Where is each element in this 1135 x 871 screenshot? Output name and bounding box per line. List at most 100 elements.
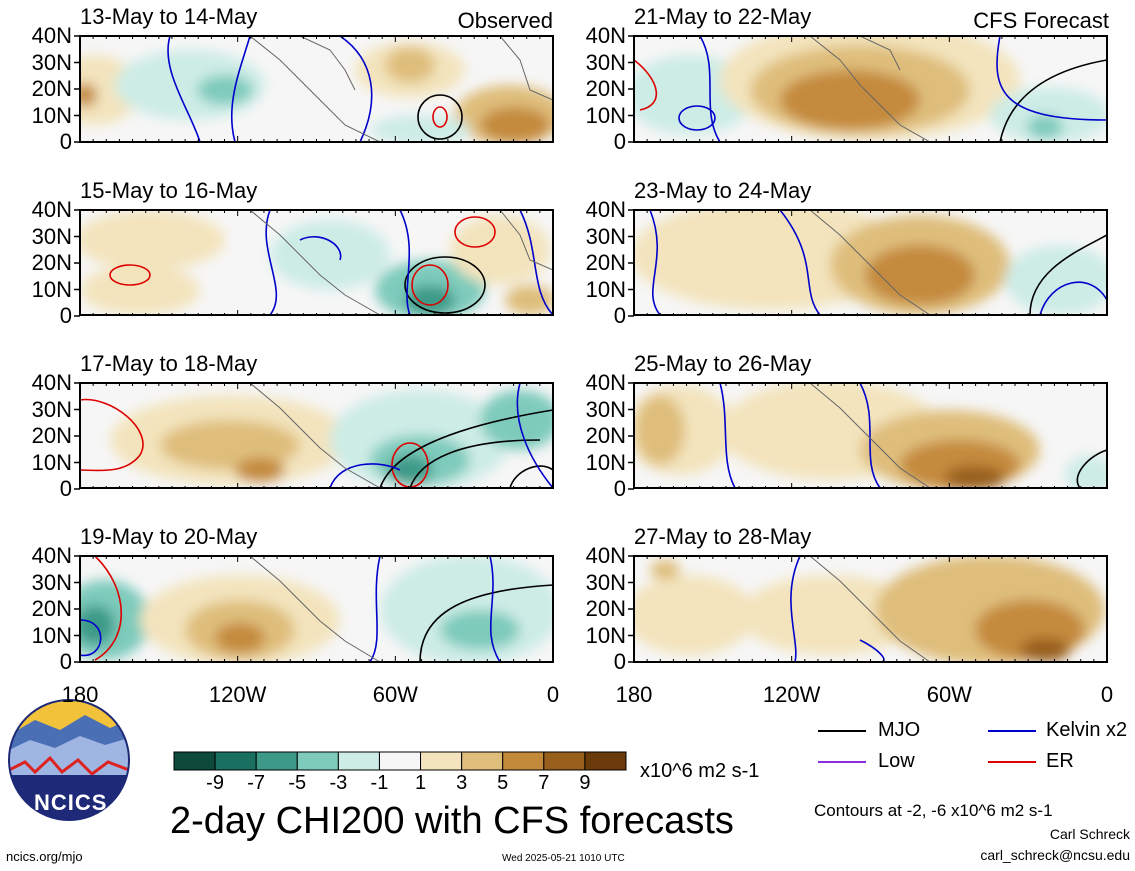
map-panel-1	[79, 35, 554, 143]
lat-label: 10N	[585, 276, 626, 302]
legend-lines	[818, 730, 1036, 763]
legend-label-low: Low	[878, 750, 915, 772]
panel-title-1: 13-May to 14-May	[80, 4, 258, 29]
map-panel-7	[79, 555, 554, 663]
lat-label: 30N	[585, 396, 626, 422]
contour-note: Contours at -2, -6 x10^6 m2 s-1	[814, 801, 1053, 820]
lat-label: 30N	[31, 49, 72, 75]
lat-label: 40N	[585, 197, 626, 222]
lat-label: 30N	[31, 569, 72, 595]
lat-label: 20N	[31, 250, 72, 275]
lat-label: 0	[59, 649, 72, 674]
website-link: ncics.org/mjo	[6, 849, 83, 864]
lon-label: 180	[615, 682, 653, 707]
lon-label: 60W	[926, 682, 972, 707]
colorbar-swatch	[584, 751, 627, 771]
figure-title: 2-day CHI200 with CFS forecasts	[170, 800, 734, 842]
panel-title-4: 23-May to 24-May	[634, 178, 812, 203]
lat-label: 10N	[31, 449, 72, 475]
colorbar-label: 3	[456, 772, 468, 794]
lat-label: 20N	[31, 76, 72, 101]
colorbar-swatch	[420, 751, 463, 771]
logo-text: NCICS	[34, 790, 108, 815]
lat-label: 0	[59, 129, 72, 154]
lat-label: 40N	[585, 370, 626, 395]
panel-title-6: 25-May to 26-May	[634, 351, 812, 376]
lat-label: 10N	[585, 449, 626, 475]
lat-label: 40N	[585, 543, 626, 568]
lat-label: 20N	[31, 596, 72, 621]
map-panel-8	[633, 555, 1108, 663]
colorbar-label: 5	[497, 772, 509, 794]
lat-label: 20N	[31, 423, 72, 448]
panel-label-forecast: CFS Forecast	[973, 8, 1109, 33]
lat-label: 40N	[585, 23, 626, 48]
colorbar-label: 7	[538, 772, 550, 794]
axis-ticks	[74, 35, 1108, 663]
colorbar-label: -5	[288, 772, 307, 794]
legend-label-kelvin: Kelvin x2	[1046, 719, 1128, 741]
map-panel-3	[79, 209, 554, 316]
colorbar-swatch	[296, 751, 339, 771]
map-panel-2	[633, 35, 1108, 143]
lat-label: 20N	[585, 250, 626, 275]
lat-label: 0	[59, 303, 72, 328]
lat-label: 10N	[31, 102, 72, 128]
legend-label-er: ER	[1046, 750, 1074, 772]
panel-label-observed: Observed	[457, 8, 553, 33]
panel-title-2: 21-May to 22-May	[634, 4, 812, 29]
lat-label: 40N	[31, 370, 72, 395]
lon-label: 120W	[762, 682, 821, 707]
colorbar-swatch	[214, 751, 257, 771]
lon-label: 180	[61, 682, 99, 707]
colorbar-label: -3	[329, 772, 348, 794]
lat-label: 10N	[31, 622, 72, 648]
map-panel-4	[633, 209, 1108, 316]
lon-label: 0	[546, 682, 560, 707]
lat-label: 0	[613, 303, 626, 328]
lat-label: 40N	[31, 23, 72, 48]
ncics-logo	[8, 699, 130, 821]
lat-label: 0	[613, 649, 626, 674]
map-panel-6	[633, 382, 1108, 489]
lat-label: 40N	[31, 197, 72, 222]
author-name: Carl Schreck	[1049, 826, 1130, 842]
colorbar-label: -9	[206, 772, 224, 794]
panel-title-8: 27-May to 28-May	[634, 524, 812, 549]
map-panel-5	[79, 382, 554, 489]
lat-label: 0	[613, 129, 626, 154]
lat-label: 0	[613, 476, 626, 501]
colorbar-swatch	[378, 751, 422, 771]
lat-label: 0	[59, 476, 72, 501]
lat-label: 40N	[31, 543, 72, 568]
lat-label: 20N	[585, 596, 626, 621]
lon-label: 120W	[208, 682, 267, 707]
lat-label: 30N	[31, 396, 72, 422]
panel-title-7: 19-May to 20-May	[80, 524, 258, 549]
author-email: carl_schreck@ncsu.edu	[980, 847, 1130, 863]
lat-label: 30N	[585, 569, 626, 595]
colorbar-label: 1	[414, 772, 427, 794]
lat-label: 10N	[585, 102, 626, 128]
colorbar-swatch	[461, 751, 504, 771]
colorbar-units: x10^6 m2 s-1	[640, 760, 760, 782]
colorbar-swatch	[337, 751, 380, 771]
colorbar	[173, 751, 627, 771]
lat-label: 20N	[585, 76, 626, 101]
colorbar-label: -1	[370, 772, 389, 794]
timestamp: Wed 2025-05-21 1010 UTC	[502, 853, 625, 864]
panel-title-5: 17-May to 18-May	[80, 351, 258, 376]
colorbar-swatch	[543, 751, 586, 771]
lat-label: 10N	[585, 622, 626, 648]
colorbar-label: -7	[247, 772, 266, 794]
lat-label: 30N	[585, 223, 626, 249]
panel-title-3: 15-May to 16-May	[80, 178, 258, 203]
colorbar-swatch	[173, 751, 216, 771]
colorbar-swatch	[502, 751, 545, 771]
lat-label: 30N	[585, 49, 626, 75]
lat-label: 10N	[31, 276, 72, 302]
colorbar-swatch	[255, 751, 298, 771]
lat-label: 30N	[31, 223, 72, 249]
legend-label-mjo: MJO	[878, 719, 921, 741]
